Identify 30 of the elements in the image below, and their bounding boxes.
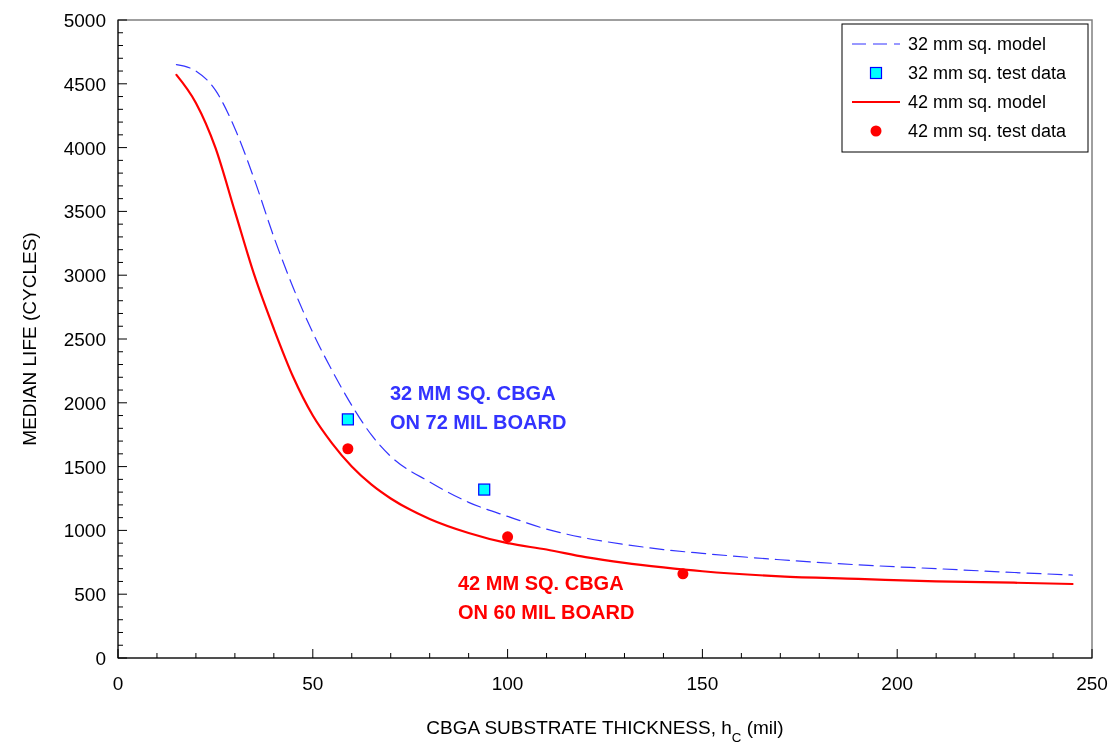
x-tick-label: 0 <box>112 673 124 694</box>
x-tick-label: 50 <box>302 673 324 694</box>
y-tick-label: 1000 <box>63 520 106 542</box>
y-tick-label: 5000 <box>63 10 106 31</box>
x-tick-label: 150 <box>686 673 719 694</box>
point <box>502 531 514 543</box>
legend-label: 42 mm sq. test data <box>908 121 1068 141</box>
legend-label: 32 mm sq. test data <box>908 63 1068 83</box>
point <box>342 443 354 455</box>
x-axis-title: CBGA SUBSTRATE THICKNESS, h$_{C}$ (mil) <box>426 717 784 744</box>
x-tick-label: 200 <box>881 673 914 694</box>
legend-label: 42 mm sq. model <box>908 92 1047 112</box>
point <box>677 568 689 580</box>
annotation: 32 MM SQ. CBGA ON 72 MIL BOARD <box>390 382 567 433</box>
x-tick-label: 100 <box>491 673 524 694</box>
y-tick-label: 0 <box>95 648 106 669</box>
y-tick-label: 4500 <box>63 73 106 95</box>
y-tick-label: 4000 <box>63 137 106 159</box>
y-tick-label: 3000 <box>63 265 106 287</box>
y-tick-label: 3500 <box>63 201 106 223</box>
y-tick-label: 1500 <box>63 456 106 478</box>
x-tick-label: 250 <box>1076 673 1108 694</box>
point <box>341 413 354 426</box>
y-axis-title: MEDIAN LIFE (CYCLES) <box>19 232 40 446</box>
y-tick-label: 500 <box>74 584 106 606</box>
y-tick-label: 2500 <box>63 329 106 350</box>
annotation: 42 MM SQ. CBGA ON 60 MIL BOARD <box>458 572 635 623</box>
y-tick-label: 2000 <box>63 392 106 414</box>
point <box>478 483 491 496</box>
legend-label: 32 mm sq. model <box>908 34 1047 54</box>
